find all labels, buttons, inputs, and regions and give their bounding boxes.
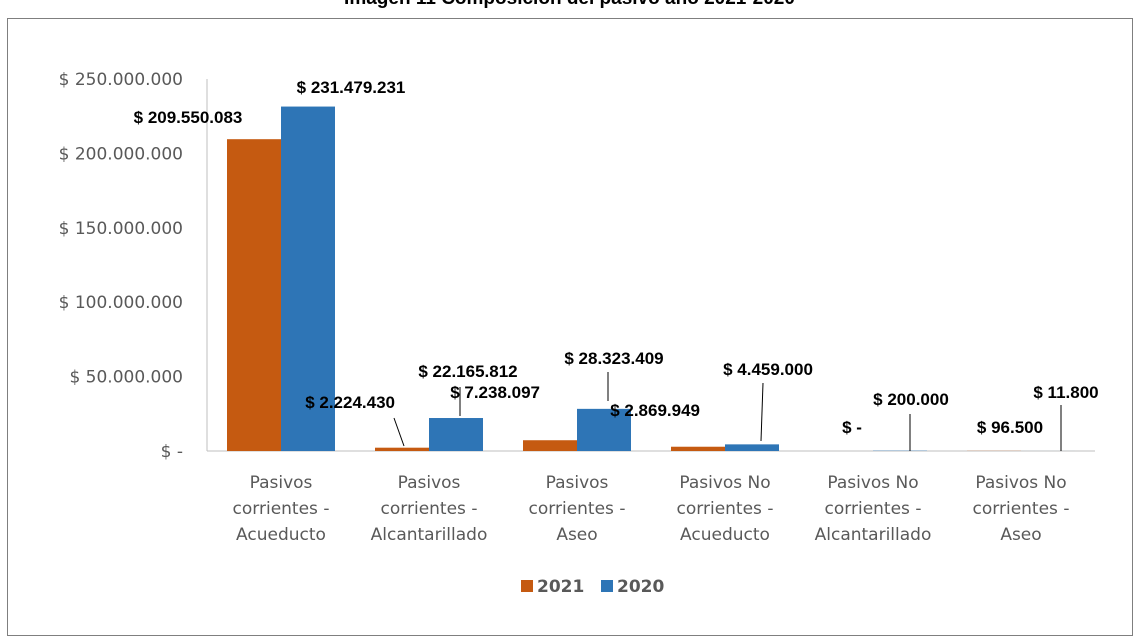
legend-label-2020: 2020 xyxy=(617,577,664,597)
data-label-2020-1: $ 22.165.812 xyxy=(418,362,517,381)
data-label-2021-4: $ - xyxy=(842,418,862,437)
y-tick-label-5: $ 250.000.000 xyxy=(59,70,183,90)
chart-frame xyxy=(7,18,1133,636)
x-tick-label-4-2: Alcantarillado xyxy=(815,525,932,545)
chart-title: Imagen 11 Composición del pasivo año 202… xyxy=(0,0,1139,10)
legend-swatch-2020 xyxy=(601,580,613,592)
data-label-2020-0: $ 231.479.231 xyxy=(297,78,406,97)
data-label-2021-3: $ 2.869.949 xyxy=(610,401,700,420)
bar-2021-1 xyxy=(375,447,429,451)
x-tick-label-0-1: corrientes - xyxy=(233,499,330,519)
bar-2021-0 xyxy=(227,139,281,451)
bar-2020-3 xyxy=(725,444,779,451)
x-tick-label-0-0: Pasivos xyxy=(250,473,313,493)
data-label-2021-0: $ 209.550.083 xyxy=(134,108,243,127)
y-tick-label-4: $ 200.000.000 xyxy=(59,144,183,164)
y-tick-label-2: $ 100.000.000 xyxy=(59,293,183,313)
x-tick-label-5-2: Aseo xyxy=(1000,525,1041,545)
leader-line-2020-3 xyxy=(760,382,764,442)
leader-line-2021-1 xyxy=(393,417,405,447)
bar-2020-0 xyxy=(281,106,335,452)
x-tick-label-2-0: Pasivos xyxy=(546,473,609,493)
y-tick-label-3: $ 150.000.000 xyxy=(59,219,183,239)
bar-2020-2 xyxy=(577,408,631,451)
legend-label-2021: 2021 xyxy=(537,577,584,597)
x-tick-label-1-2: Alcantarillado xyxy=(371,525,488,545)
data-label-2021-2: $ 7.238.097 xyxy=(450,383,540,402)
data-label-2020-5: $ 11.800 xyxy=(1033,383,1098,402)
data-label-2020-4: $ 200.000 xyxy=(873,390,949,409)
data-label-2020-3: $ 4.459.000 xyxy=(723,360,813,379)
data-label-2021-1: $ 2.224.430 xyxy=(305,393,395,412)
bar-2021-2 xyxy=(523,440,577,451)
x-tick-label-3-2: Acueducto xyxy=(680,525,770,545)
legend-swatch-2021 xyxy=(521,580,533,592)
data-label-2020-2: $ 28.323.409 xyxy=(564,349,663,368)
x-tick-label-4-0: Pasivos No xyxy=(827,473,918,493)
x-tick-label-1-1: corrientes - xyxy=(381,499,478,519)
x-tick-label-2-2: Aseo xyxy=(556,525,597,545)
x-tick-label-3-0: Pasivos No xyxy=(679,473,770,493)
x-tick-label-1-0: Pasivos xyxy=(398,473,461,493)
x-tick-label-5-1: corrientes - xyxy=(973,499,1070,519)
x-tick-label-0-2: Acueducto xyxy=(236,525,326,545)
y-tick-label-1: $ 50.000.000 xyxy=(69,368,183,388)
x-tick-label-3-1: corrientes - xyxy=(677,499,774,519)
x-tick-label-5-0: Pasivos No xyxy=(975,473,1066,493)
data-label-2021-5: $ 96.500 xyxy=(977,418,1043,437)
bar-2020-1 xyxy=(429,418,483,451)
x-tick-label-2-1: corrientes - xyxy=(529,499,626,519)
x-tick-label-4-1: corrientes - xyxy=(825,499,922,519)
bar-2021-3 xyxy=(671,446,725,451)
y-tick-label-0: $ - xyxy=(161,442,183,462)
